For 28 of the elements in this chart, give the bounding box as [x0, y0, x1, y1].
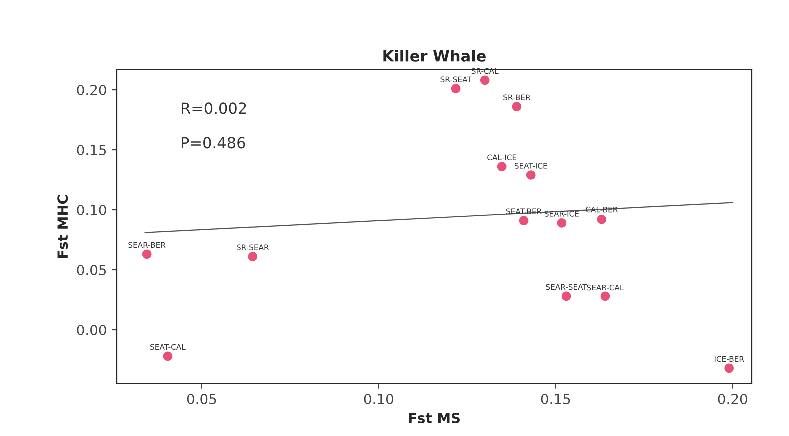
y-tick-label: 0.00 [77, 324, 106, 336]
point [600, 292, 610, 302]
x-tick-label: 0.10 [364, 394, 394, 404]
point [480, 76, 490, 86]
point [562, 292, 572, 302]
y-tick-label: 0.20 [77, 85, 106, 96]
annotation: R=0.002 [182, 102, 246, 114]
point [142, 250, 152, 260]
chart-title: Killer Whale [384, 50, 486, 62]
point [526, 170, 536, 180]
annotation: P=0.486 [182, 137, 246, 149]
x-axis-title: Fst MS [409, 412, 460, 424]
x-tick-label: 0.15 [541, 394, 570, 404]
y-tick-label: 0.15 [77, 145, 106, 156]
point [597, 214, 607, 224]
y-tick-label: 0.05 [77, 264, 106, 276]
y-tick-label: 0.10 [77, 204, 106, 216]
x-tick-label: 0.20 [718, 394, 748, 404]
y-axis-title: Fst MHC [58, 195, 68, 258]
point [248, 252, 258, 262]
point [512, 102, 522, 112]
point [557, 218, 567, 228]
point [519, 216, 529, 226]
point [163, 352, 173, 362]
point [724, 364, 734, 374]
point [451, 84, 461, 94]
x-tick-label: 0.05 [187, 394, 216, 404]
point [497, 162, 507, 172]
